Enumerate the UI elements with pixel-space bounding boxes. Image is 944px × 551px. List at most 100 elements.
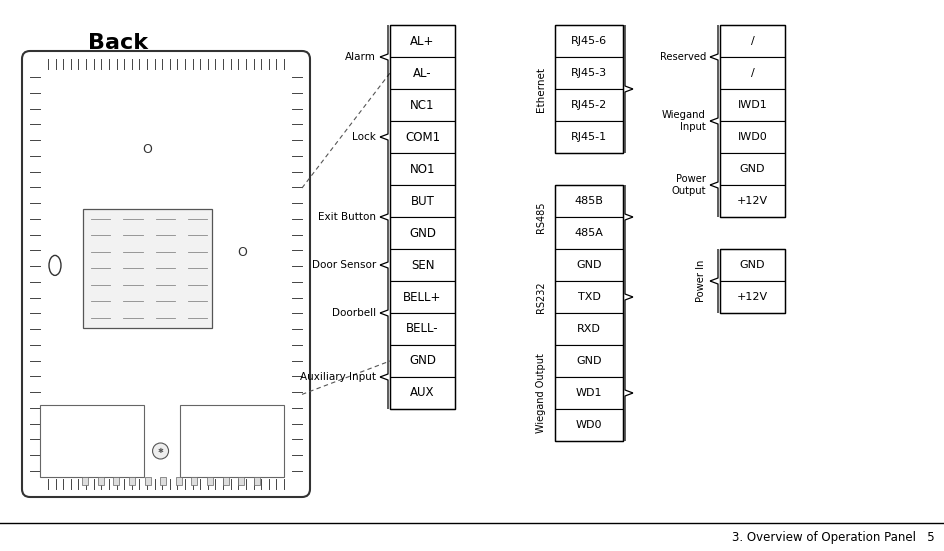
FancyBboxPatch shape — [554, 185, 622, 217]
Bar — [192, 477, 197, 485]
FancyBboxPatch shape — [179, 405, 284, 477]
Text: BELL+: BELL+ — [403, 290, 441, 304]
FancyBboxPatch shape — [554, 121, 622, 153]
Bar — [223, 477, 228, 485]
Text: TXD: TXD — [577, 292, 599, 302]
Text: RS232: RS232 — [535, 281, 546, 313]
Bar — [207, 477, 212, 485]
Text: SEN: SEN — [411, 258, 434, 272]
FancyBboxPatch shape — [719, 185, 784, 217]
Text: 485A: 485A — [574, 228, 603, 238]
Text: Doorbell: Doorbell — [331, 308, 376, 318]
Text: GND: GND — [739, 164, 765, 174]
Bar — [144, 477, 150, 485]
FancyBboxPatch shape — [40, 405, 143, 477]
Text: GND: GND — [409, 354, 435, 368]
Text: NO1: NO1 — [410, 163, 435, 176]
FancyBboxPatch shape — [22, 51, 310, 497]
Text: GND: GND — [739, 260, 765, 270]
Text: ✱: ✱ — [158, 448, 163, 454]
FancyBboxPatch shape — [390, 185, 454, 217]
FancyBboxPatch shape — [719, 249, 784, 281]
FancyBboxPatch shape — [390, 121, 454, 153]
Text: +12V: +12V — [736, 196, 767, 206]
FancyBboxPatch shape — [554, 25, 622, 57]
FancyBboxPatch shape — [554, 57, 622, 89]
FancyBboxPatch shape — [554, 313, 622, 345]
Bar — [160, 477, 166, 485]
Text: Door Sensor: Door Sensor — [312, 260, 376, 270]
Bar — [113, 477, 119, 485]
Text: Exit Button: Exit Button — [318, 212, 376, 222]
FancyBboxPatch shape — [83, 209, 211, 328]
Text: O: O — [237, 246, 246, 259]
FancyBboxPatch shape — [554, 89, 622, 121]
Text: IWD1: IWD1 — [737, 100, 767, 110]
FancyBboxPatch shape — [390, 153, 454, 185]
Ellipse shape — [49, 256, 61, 276]
Text: RJ45-6: RJ45-6 — [570, 36, 606, 46]
Text: Lock: Lock — [352, 132, 376, 142]
Bar — [128, 477, 135, 485]
FancyBboxPatch shape — [390, 249, 454, 281]
Text: Power In: Power In — [696, 260, 705, 302]
Text: Wiegand
Input: Wiegand Input — [662, 110, 705, 132]
Circle shape — [152, 443, 168, 459]
Text: /: / — [750, 36, 753, 46]
FancyBboxPatch shape — [390, 345, 454, 377]
FancyBboxPatch shape — [390, 313, 454, 345]
Text: /: / — [750, 68, 753, 78]
FancyBboxPatch shape — [719, 25, 784, 57]
Text: Power
Output: Power Output — [671, 174, 705, 196]
Text: Reserved: Reserved — [659, 52, 705, 62]
FancyBboxPatch shape — [390, 57, 454, 89]
Text: GND: GND — [409, 226, 435, 240]
Text: AL+: AL+ — [410, 35, 434, 47]
Text: COM1: COM1 — [405, 131, 440, 143]
Text: 3. Overview of Operation Panel   5: 3. Overview of Operation Panel 5 — [732, 531, 934, 543]
FancyBboxPatch shape — [719, 153, 784, 185]
Bar — [176, 477, 181, 485]
Text: Auxiliary Input: Auxiliary Input — [299, 372, 376, 382]
Text: GND: GND — [576, 260, 601, 270]
Bar — [82, 477, 88, 485]
Bar — [238, 477, 244, 485]
Text: +12V: +12V — [736, 292, 767, 302]
Text: RJ45-3: RJ45-3 — [570, 68, 606, 78]
FancyBboxPatch shape — [719, 57, 784, 89]
Text: AL-: AL- — [413, 67, 431, 79]
Text: RJ45-2: RJ45-2 — [570, 100, 606, 110]
Bar — [254, 477, 260, 485]
FancyBboxPatch shape — [719, 89, 784, 121]
FancyBboxPatch shape — [719, 121, 784, 153]
FancyBboxPatch shape — [554, 217, 622, 249]
FancyBboxPatch shape — [390, 377, 454, 409]
FancyBboxPatch shape — [554, 345, 622, 377]
FancyBboxPatch shape — [390, 89, 454, 121]
FancyBboxPatch shape — [719, 281, 784, 313]
Text: 485B: 485B — [574, 196, 603, 206]
FancyBboxPatch shape — [390, 25, 454, 57]
Text: RS485: RS485 — [535, 201, 546, 233]
Text: RXD: RXD — [577, 324, 600, 334]
Bar — [97, 477, 104, 485]
Text: WD0: WD0 — [575, 420, 601, 430]
FancyBboxPatch shape — [554, 377, 622, 409]
FancyBboxPatch shape — [390, 217, 454, 249]
FancyBboxPatch shape — [554, 409, 622, 441]
Text: WD1: WD1 — [575, 388, 601, 398]
Text: Alarm: Alarm — [345, 52, 376, 62]
Text: Back: Back — [88, 33, 148, 53]
FancyBboxPatch shape — [554, 249, 622, 281]
FancyBboxPatch shape — [554, 281, 622, 313]
Text: AUX: AUX — [410, 386, 434, 399]
Text: IWD0: IWD0 — [737, 132, 767, 142]
Text: RJ45-1: RJ45-1 — [570, 132, 606, 142]
Text: BUT: BUT — [410, 195, 434, 208]
Text: Wiegand Output: Wiegand Output — [535, 353, 546, 433]
Text: NC1: NC1 — [410, 99, 434, 111]
Text: BELL-: BELL- — [406, 322, 438, 336]
Text: O: O — [142, 143, 152, 156]
Text: GND: GND — [576, 356, 601, 366]
Text: Ethernet: Ethernet — [535, 67, 546, 111]
